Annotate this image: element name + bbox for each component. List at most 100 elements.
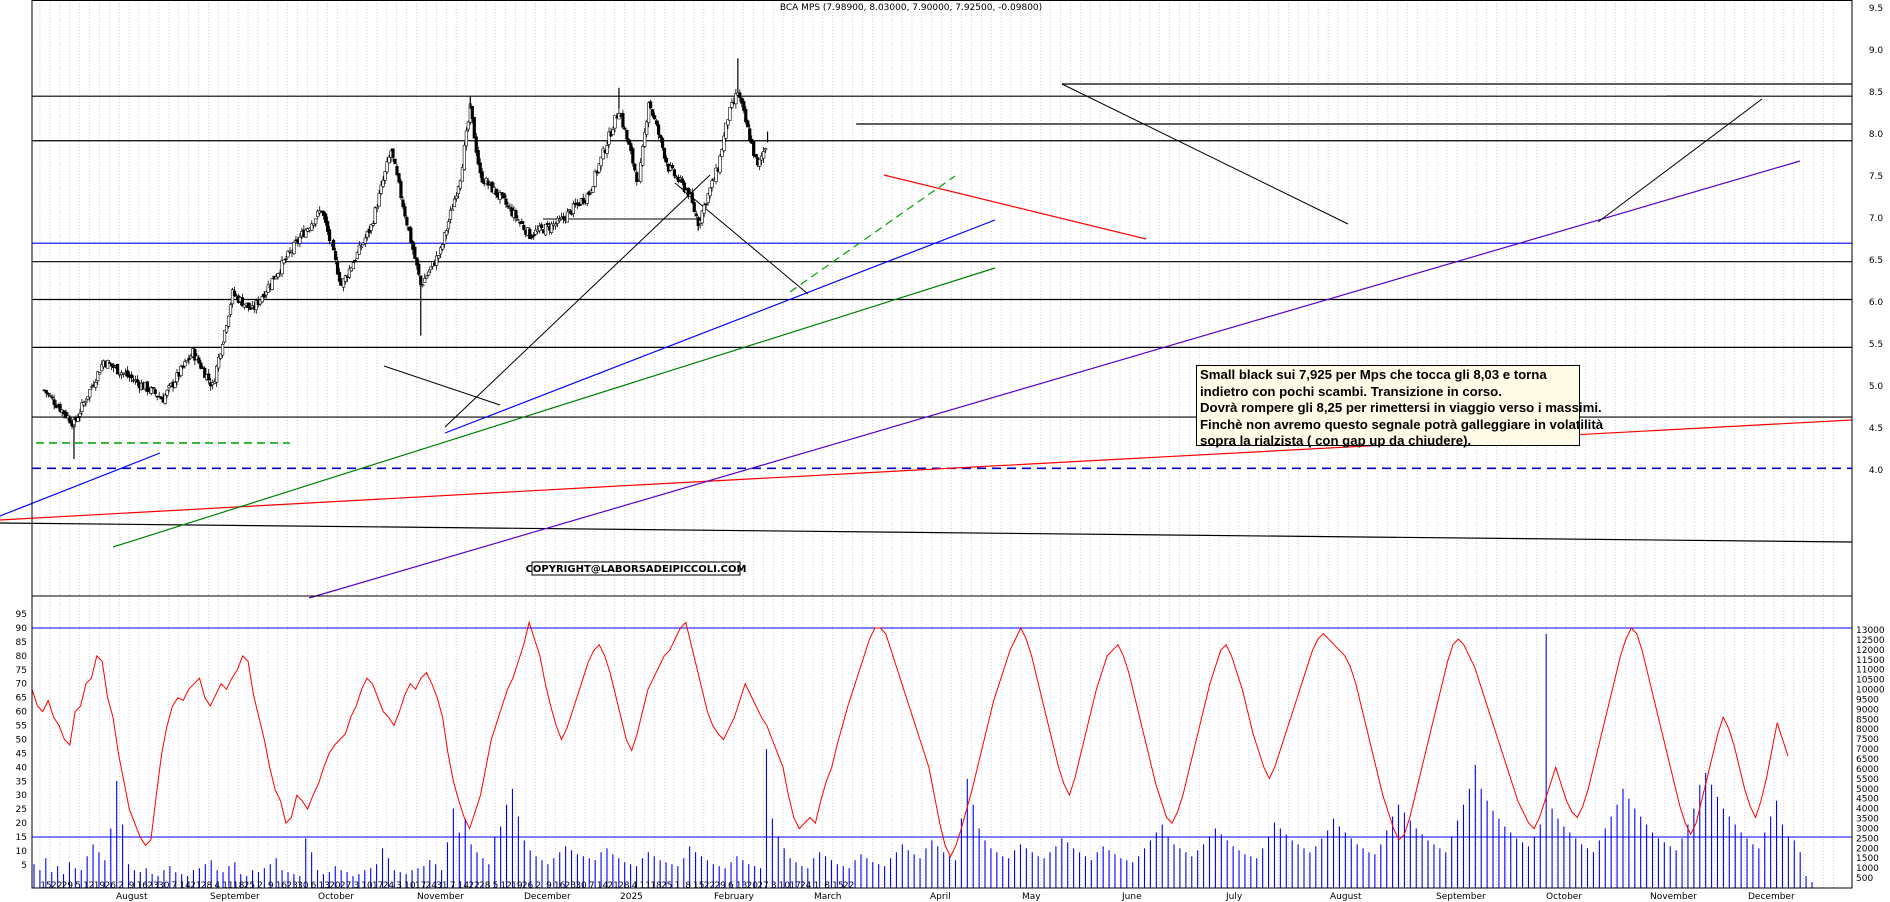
oscillator-tick-label: 65 xyxy=(16,694,27,704)
candle-body xyxy=(135,379,139,383)
candle-body xyxy=(567,209,571,212)
date-tick-label: 9 xyxy=(546,881,552,891)
candle-body xyxy=(125,370,130,377)
candle-body xyxy=(149,387,153,394)
volume-tick-label: 9500 xyxy=(1856,695,1879,705)
candle-body xyxy=(474,136,478,153)
date-tick-label: 8 xyxy=(685,881,691,891)
candle-body xyxy=(80,402,84,412)
candle-body xyxy=(274,276,278,280)
candle-body xyxy=(335,260,340,275)
candle-body xyxy=(423,278,427,283)
candle-body xyxy=(440,244,445,250)
candle-body xyxy=(367,228,371,233)
month-label: July xyxy=(1225,892,1243,902)
oscillator-tick-label: 15 xyxy=(16,833,27,843)
candle-body xyxy=(476,150,480,165)
candle-body xyxy=(167,385,171,389)
candle-body xyxy=(270,278,274,290)
volume-tick-label: 5500 xyxy=(1856,775,1879,785)
date-tick-label: 4 xyxy=(214,881,220,891)
candle-body xyxy=(742,101,746,111)
oscillator-tick-label: 90 xyxy=(16,624,28,634)
candle-body xyxy=(702,204,706,214)
date-tick-label: 14 xyxy=(179,881,191,891)
candle-body xyxy=(409,227,413,243)
candle-body xyxy=(108,362,112,364)
candle-body xyxy=(353,260,357,262)
date-tick-label: 6 xyxy=(728,881,734,891)
candle-body xyxy=(52,399,56,405)
candle-body xyxy=(369,224,373,231)
candle-body xyxy=(629,143,633,152)
date-tick-label: 2 xyxy=(118,881,124,891)
date-tick-label: 23 xyxy=(565,881,576,891)
candle-body xyxy=(326,221,330,232)
candle-body xyxy=(351,262,355,270)
candle-body xyxy=(240,297,245,307)
candle-body xyxy=(183,361,187,367)
oscillator-tick-label: 25 xyxy=(16,805,27,815)
price-tick-label: 7.5 xyxy=(1869,172,1883,182)
date-tick-label: 1 xyxy=(814,881,820,891)
candle-body xyxy=(625,129,629,140)
candle-body xyxy=(672,169,677,177)
candle-body xyxy=(157,395,161,398)
month-label: August xyxy=(1330,892,1362,902)
candle-body xyxy=(331,239,336,251)
candle-body xyxy=(359,246,363,249)
candle-body xyxy=(607,131,611,145)
candle-body xyxy=(502,193,506,199)
note-line: sopra la rialzista ( con gap up da chiud… xyxy=(1200,433,1472,449)
candle-body xyxy=(435,255,439,266)
date-tick-label: 8 xyxy=(824,881,830,891)
candle-body xyxy=(750,138,754,144)
price-tick-label: 6.0 xyxy=(1869,298,1884,308)
candle-body xyxy=(597,163,601,173)
x-axis-ticks: 15 22 29 5 12 19 26 2 9 16 23 30 7 14 21 28 4 11 18 25 2 9 16 2… xyxy=(40,881,1795,902)
volume-tick-label: 11000 xyxy=(1856,666,1885,676)
candle-body xyxy=(224,325,229,333)
candle-body xyxy=(230,289,235,305)
date-tick-label: 23 xyxy=(286,881,297,891)
date-tick-label: 14 xyxy=(597,881,609,891)
candle-body xyxy=(82,401,86,406)
candle-body xyxy=(446,221,451,230)
candle-body xyxy=(193,348,197,361)
candle-body xyxy=(706,193,710,203)
candle-body xyxy=(286,250,290,258)
oscillator-tick-label: 85 xyxy=(16,638,27,648)
date-tick-label: 30 xyxy=(158,881,170,891)
candle-body xyxy=(587,191,591,195)
volume-tick-label: 7500 xyxy=(1856,735,1879,745)
candle-body xyxy=(748,128,752,142)
candle-body xyxy=(730,102,734,108)
candle-body xyxy=(714,167,718,182)
volume-tick-label: 13000 xyxy=(1856,626,1885,636)
candle-body xyxy=(611,129,615,135)
volume-tick-label: 9000 xyxy=(1856,705,1879,715)
trend-line xyxy=(883,174,1147,240)
candle-body xyxy=(44,389,48,394)
candle-body xyxy=(413,246,417,259)
candle-body xyxy=(654,120,659,125)
candle-body xyxy=(758,158,762,167)
date-tick-label: 13 xyxy=(319,881,330,891)
date-tick-label: 19 xyxy=(94,881,106,891)
candle-body xyxy=(260,296,264,303)
candle-body xyxy=(98,372,102,375)
oscillator-tick-label: 20 xyxy=(16,819,28,829)
candle-body xyxy=(506,205,510,208)
date-tick-label: 23 xyxy=(147,881,158,891)
date-tick-label: 22 xyxy=(704,881,715,891)
candle-body xyxy=(66,415,70,419)
candle-body xyxy=(605,145,609,154)
date-tick-label: 25 xyxy=(661,881,672,891)
candle-body xyxy=(76,417,80,422)
candle-body xyxy=(472,117,476,139)
candle-body xyxy=(298,236,302,244)
candle-body xyxy=(452,198,457,208)
candle-body xyxy=(425,275,429,279)
candle-body xyxy=(480,171,484,183)
candle-body xyxy=(460,167,464,182)
